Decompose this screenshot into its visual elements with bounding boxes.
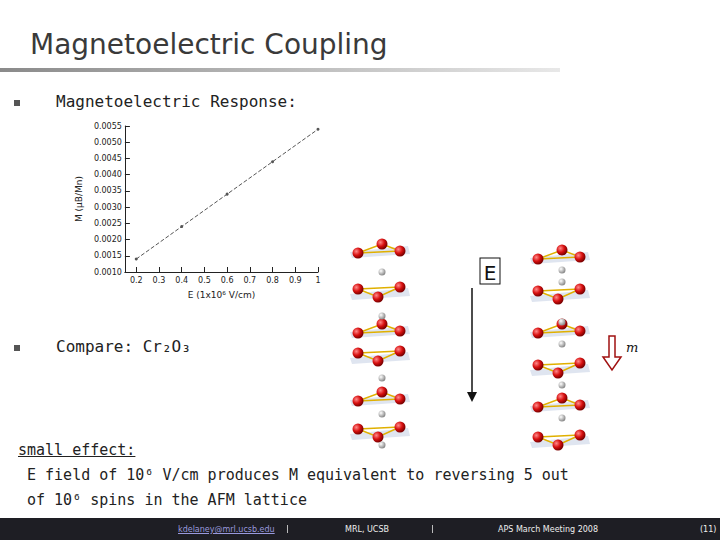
- svg-text:E: E: [484, 261, 497, 285]
- svg-text:0.0030: 0.0030: [94, 203, 122, 212]
- svg-text:0.3: 0.3: [153, 276, 166, 285]
- svg-text:0.6: 0.6: [221, 276, 234, 285]
- svg-text:1: 1: [315, 276, 320, 285]
- svg-text:M (μB/Mn): M (μB/Mn): [74, 176, 84, 222]
- svg-text:0.0050: 0.0050: [94, 138, 122, 147]
- html-text:of 10⁶ spins in the AFM lattic: of 10⁶ spins in the AFM lattice: [27, 491, 307, 509]
- svg-text:m: m: [626, 340, 638, 355]
- html-text:E field of 10⁶ V/cm produces M: E field of 10⁶ V/cm produces M equivalen…: [27, 466, 569, 484]
- svg-text:0.2: 0.2: [130, 276, 143, 285]
- html-text:small effect:: small effect:: [18, 441, 136, 459]
- svg-text:0.9: 0.9: [289, 276, 302, 285]
- html-text:Magnetoelectric Coupling: Magnetoelectric Coupling: [30, 28, 388, 61]
- svg-text:0.0035: 0.0035: [94, 186, 122, 195]
- svg-text:0.0055: 0.0055: [94, 122, 122, 131]
- svg-text:0.8: 0.8: [266, 276, 279, 285]
- html-text:APS March Meeting 2008: APS March Meeting 2008: [498, 525, 598, 534]
- svg-text:0.5: 0.5: [198, 276, 211, 285]
- svg-text:0.0020: 0.0020: [94, 235, 122, 244]
- html-text:MRL, UCSB: MRL, UCSB: [345, 525, 389, 534]
- svg-text:E (1x10⁶ V/cm): E (1x10⁶ V/cm): [188, 290, 255, 300]
- svg-text:0.0010: 0.0010: [94, 268, 122, 277]
- svg-text:0.0015: 0.0015: [94, 251, 122, 260]
- html-text:kdelaney@mrl.ucsb.edu: kdelaney@mrl.ucsb.edu: [178, 525, 275, 534]
- svg-text:0.0045: 0.0045: [94, 154, 122, 163]
- html-text:Compare: Cr₂O₃: Compare: Cr₂O₃: [56, 337, 191, 356]
- svg-text:0.4: 0.4: [175, 276, 188, 285]
- html-text:(11): (11): [700, 525, 717, 534]
- svg-text:0.0040: 0.0040: [94, 170, 122, 179]
- html-text:Magnetoelectric Response:: Magnetoelectric Response:: [56, 92, 297, 111]
- svg-text:0.7: 0.7: [243, 276, 256, 285]
- svg-text:0.0025: 0.0025: [94, 219, 122, 228]
